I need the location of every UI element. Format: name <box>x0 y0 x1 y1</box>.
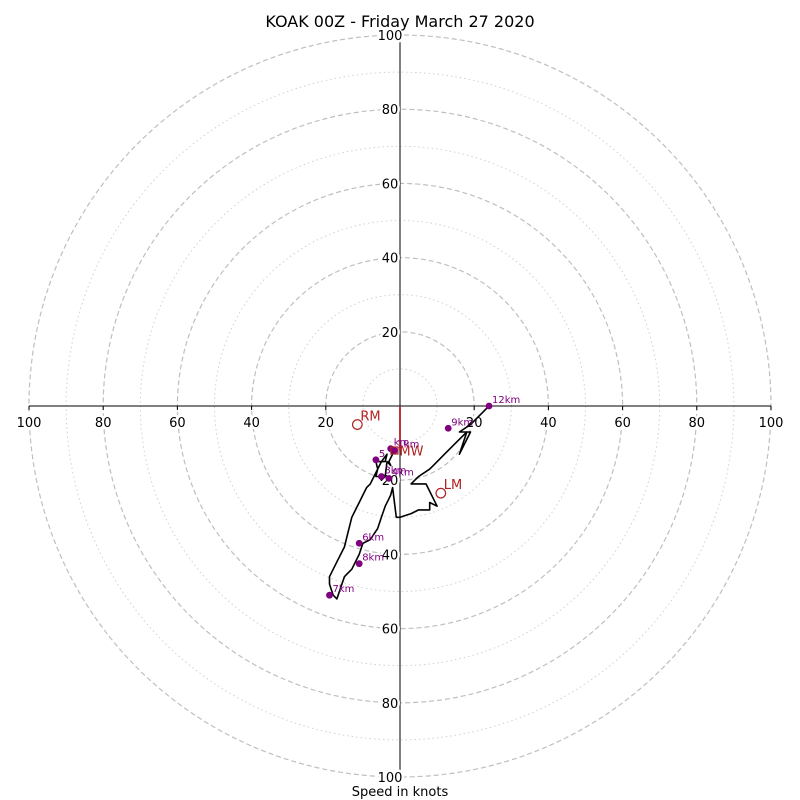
height-label-5: 6km <box>362 532 384 543</box>
x-axis-label: Speed in knots <box>352 785 449 800</box>
tick-label-left-20: 20 <box>318 416 335 431</box>
tick-label-bottom-100: 100 <box>378 771 403 786</box>
storm-motion-marker-mw <box>390 446 399 455</box>
storm-motion-label-mw: MW <box>399 445 423 460</box>
tick-label-left-80: 80 <box>95 416 112 431</box>
height-marker-8 <box>444 424 452 432</box>
storm-motion-label-lm: LM <box>444 478 462 493</box>
tick-label-top-60: 60 <box>382 177 399 192</box>
height-marker-1 <box>391 447 398 454</box>
tick-label-right-80: 80 <box>689 416 706 431</box>
storm-motion-layer: RM LM MW <box>351 410 462 499</box>
height-label-8: 9km <box>451 417 473 428</box>
tick-label-top-40: 40 <box>382 252 399 267</box>
tick-label-left-60: 60 <box>169 416 186 431</box>
height-marker-2 <box>372 456 380 464</box>
height-label-4: 4km <box>392 467 414 478</box>
height-marker-7 <box>326 591 333 599</box>
height-marker-9 <box>485 402 493 410</box>
tick-label-top-20: 20 <box>382 326 399 341</box>
tick-label-right-60: 60 <box>614 416 631 431</box>
storm-motion-marker-lm <box>435 487 447 499</box>
hodograph-trace-layer <box>328 405 490 600</box>
height-label-6: 8km <box>362 553 384 564</box>
hodograph-trace <box>328 405 490 600</box>
height-label-9: 12km <box>492 395 520 406</box>
tick-label-right-20: 20 <box>466 416 483 431</box>
tick-label-top-80: 80 <box>382 103 399 118</box>
tick-label-bottom-80: 80 <box>382 697 399 712</box>
height-label-7: 7km <box>333 584 355 595</box>
storm-motion-marker-rm <box>351 419 363 430</box>
height-marker-3 <box>378 473 385 480</box>
tick-label-right-40: 40 <box>540 416 557 431</box>
height-marker-5 <box>355 539 363 547</box>
height-label-0: km <box>394 438 410 449</box>
height-marker-6 <box>355 560 363 568</box>
tick-label-left-40: 40 <box>243 416 260 431</box>
height-label-2: 5 <box>379 449 385 460</box>
height-marker-4 <box>385 474 393 482</box>
height-label-1: 1km <box>397 440 419 451</box>
tick-label-top-100: 100 <box>378 29 403 44</box>
tick-label-bottom-40: 40 <box>382 548 399 563</box>
tick-label-left-100: 100 <box>17 416 42 431</box>
storm-motion-label-rm: RM <box>360 410 380 425</box>
tick-label-right-100: 100 <box>759 416 784 431</box>
height-label-3: 3km <box>384 465 406 476</box>
tick-label-bottom-60: 60 <box>382 623 399 638</box>
chart-title: KOAK 00Z - Friday March 27 2020 <box>265 12 534 31</box>
